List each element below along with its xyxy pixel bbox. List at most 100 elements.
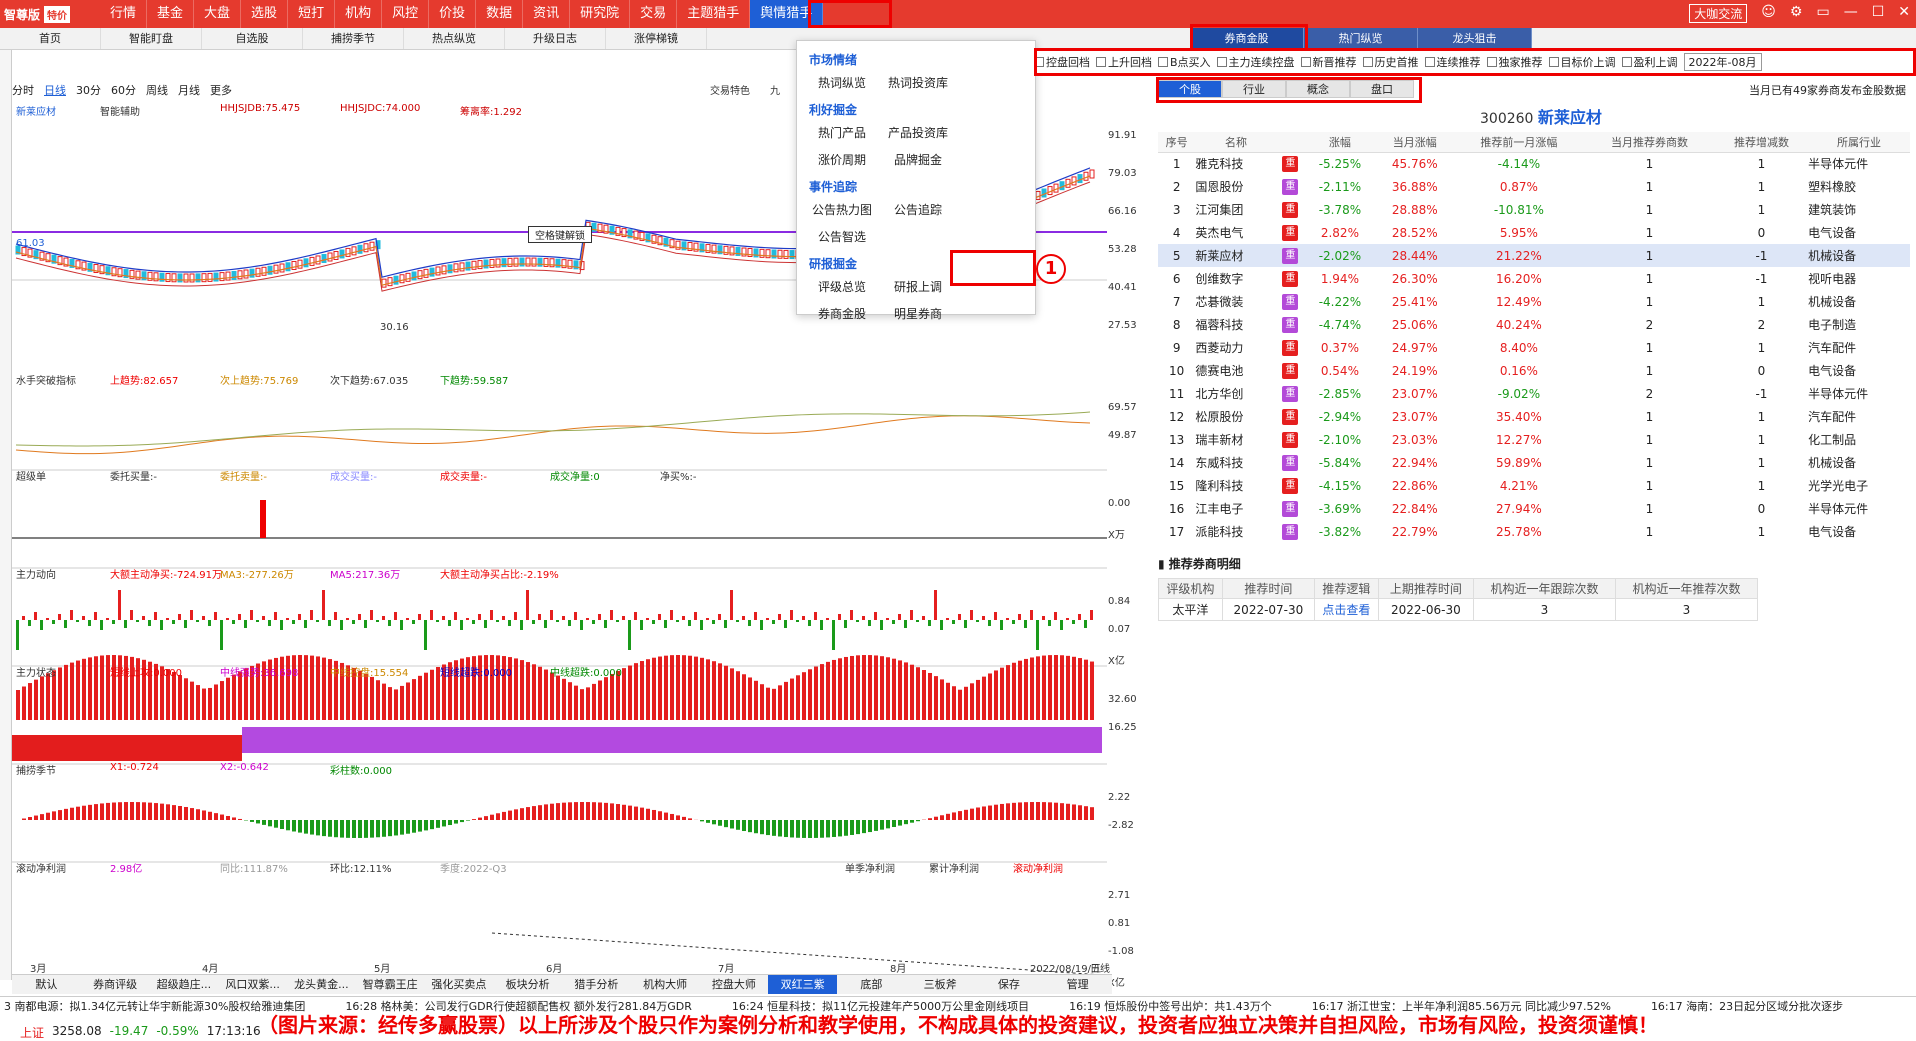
detail-cell[interactable]: 点击查看 xyxy=(1315,599,1379,621)
dropdown-item[interactable]: 产品投资库 xyxy=(881,120,955,145)
nav-item[interactable]: 自选股 xyxy=(202,28,303,49)
period-tab[interactable]: 分时 xyxy=(12,82,34,98)
dropdown-item[interactable]: 研报上调 xyxy=(881,274,955,299)
menu-item[interactable]: 价投 xyxy=(429,0,476,28)
bottom-tab[interactable]: 保存 xyxy=(975,975,1044,994)
bottom-tab[interactable]: 风口双紫... xyxy=(218,975,287,994)
menu-item[interactable]: 舆情猎手 xyxy=(750,0,823,28)
bottom-tab[interactable]: 板块分析 xyxy=(493,975,562,994)
menu-item[interactable]: 机构 xyxy=(335,0,382,28)
dropdown-item[interactable]: 品牌掘金 xyxy=(881,147,955,172)
sub-tab[interactable]: 热门纵览 xyxy=(1304,28,1418,50)
dropdown-item[interactable]: 热词纵览 xyxy=(805,70,879,95)
sub-tab[interactable]: 券商金股 xyxy=(1190,28,1304,50)
dropdown-item[interactable]: 涨价周期 xyxy=(805,147,879,172)
filter-checkbox[interactable]: B点买入 xyxy=(1158,54,1211,70)
settings-icon[interactable]: ⚙ xyxy=(1790,4,1803,23)
bottom-tab[interactable]: 三板斧 xyxy=(906,975,975,994)
unlock-button[interactable]: 空格键解锁 xyxy=(528,226,592,243)
bottom-tab[interactable]: 智尊霸王庄 xyxy=(356,975,425,994)
checkbox-icon[interactable] xyxy=(1487,57,1497,67)
checkbox-icon[interactable] xyxy=(1301,57,1311,67)
nav-item[interactable]: 首页 xyxy=(0,28,101,49)
bottom-tab[interactable]: 管理 xyxy=(1043,975,1112,994)
filter-checkbox[interactable]: 独家推荐 xyxy=(1487,54,1543,70)
sub-tab[interactable]: 龙头狙击 xyxy=(1418,28,1532,50)
dropdown-item[interactable]: 券商金股 xyxy=(805,301,879,326)
column-header[interactable]: 当月涨幅 xyxy=(1376,132,1454,152)
nav-item[interactable]: 涨停梯镜 xyxy=(606,28,707,49)
expert-chat-button[interactable]: 大咖交流 xyxy=(1689,4,1747,23)
checkbox-icon[interactable] xyxy=(1034,57,1044,67)
column-header[interactable]: 名称 xyxy=(1195,132,1276,152)
column-header[interactable] xyxy=(1277,132,1304,152)
minimize-icon[interactable]: — xyxy=(1844,4,1858,23)
menu-item[interactable]: 选股 xyxy=(241,0,288,28)
checkbox-icon[interactable] xyxy=(1096,57,1106,67)
filter-checkbox[interactable]: 目标价上调 xyxy=(1549,54,1616,70)
dropdown-item[interactable]: 公告智选 xyxy=(805,224,879,249)
period-tab[interactable]: 月线 xyxy=(178,82,200,98)
period-tab[interactable]: 周线 xyxy=(146,82,168,98)
menu-item[interactable]: 研究院 xyxy=(570,0,630,28)
nav-item[interactable]: 升级日志 xyxy=(505,28,606,49)
bottom-tab[interactable]: 强化买卖点 xyxy=(425,975,494,994)
column-header[interactable]: 当月推荐券商数 xyxy=(1584,132,1715,152)
dropdown-item[interactable]: 热词投资库 xyxy=(881,70,955,95)
bottom-tab[interactable]: 券商评级 xyxy=(81,975,150,994)
filter-checkbox[interactable]: 连续推荐 xyxy=(1425,54,1481,70)
month-select[interactable]: 2022年-08月 xyxy=(1684,53,1762,71)
nav-item[interactable]: 捕捞季节 xyxy=(303,28,404,49)
right-tab[interactable]: 个股 xyxy=(1158,80,1222,98)
menu-item[interactable]: 风控 xyxy=(382,0,429,28)
menu-item[interactable]: 短打 xyxy=(288,0,335,28)
checkbox-icon[interactable] xyxy=(1158,57,1168,67)
bottom-tab[interactable]: 龙头黄金... xyxy=(287,975,356,994)
checkbox-icon[interactable] xyxy=(1363,57,1373,67)
checkbox-icon[interactable] xyxy=(1622,57,1632,67)
close-icon[interactable]: ✕ xyxy=(1898,4,1910,23)
menu-item[interactable]: 行情 xyxy=(100,0,147,28)
checkbox-icon[interactable] xyxy=(1425,57,1435,67)
filter-checkbox[interactable]: 新晋推荐 xyxy=(1301,54,1357,70)
menu-item[interactable]: 基金 xyxy=(147,0,194,28)
filter-checkbox[interactable]: 控盘回档 xyxy=(1034,54,1090,70)
period-tab[interactable]: 60分 xyxy=(111,82,136,98)
period-tab[interactable]: 30分 xyxy=(76,82,101,98)
bottom-tab[interactable]: 底部 xyxy=(837,975,906,994)
bottom-tab[interactable]: 机构大师 xyxy=(631,975,700,994)
column-header[interactable]: 序号 xyxy=(1158,132,1195,152)
checkbox-icon[interactable] xyxy=(1217,57,1227,67)
filter-checkbox[interactable]: 历史首推 xyxy=(1363,54,1419,70)
bottom-tab[interactable]: 猎手分析 xyxy=(562,975,631,994)
period-tab[interactable]: 日线 xyxy=(44,82,66,98)
menu-item[interactable]: 交易 xyxy=(630,0,677,28)
menu-item[interactable]: 数据 xyxy=(476,0,523,28)
bottom-tab[interactable]: 超级趋庄... xyxy=(150,975,219,994)
bottom-tab[interactable]: 双红三紫 xyxy=(768,975,837,994)
period-tab[interactable]: 更多 xyxy=(210,82,232,98)
filter-checkbox[interactable]: 主力连续控盘 xyxy=(1217,54,1295,70)
user-icon[interactable]: ☺ xyxy=(1761,4,1776,23)
dropdown-item[interactable]: 热门产品 xyxy=(805,120,879,145)
column-header[interactable]: 涨幅 xyxy=(1304,132,1376,152)
nav-item[interactable]: 智能盯盘 xyxy=(101,28,202,49)
menu-item[interactable]: 主题猎手 xyxy=(677,0,750,28)
